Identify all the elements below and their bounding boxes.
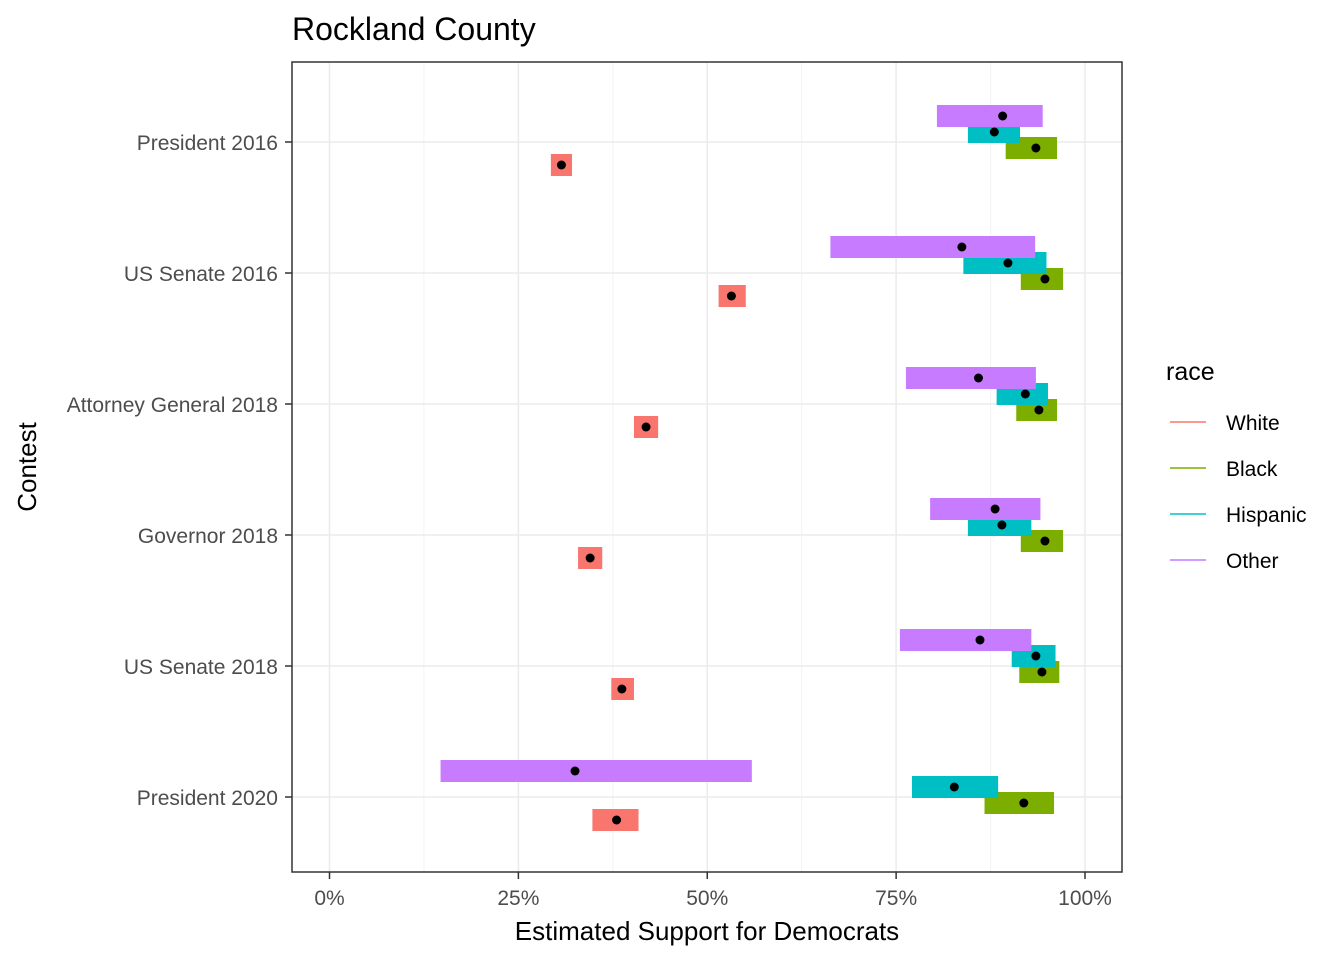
range-bar-black <box>984 792 1055 814</box>
range-bar-other <box>930 498 1041 520</box>
estimate-point-hispanic <box>989 127 999 137</box>
estimate-point-other <box>973 373 983 383</box>
estimate-point-white <box>585 553 595 563</box>
chart-title: Rockland County <box>292 11 536 47</box>
y-tick-label: President 2016 <box>137 132 278 155</box>
estimate-point-other <box>957 242 967 252</box>
range-bar-other <box>905 367 1036 389</box>
estimate-point-hispanic <box>1020 389 1030 399</box>
estimate-point-white <box>617 684 627 694</box>
y-tick-label: Attorney General 2018 <box>67 394 278 417</box>
legend-label-hispanic: Hispanic <box>1226 504 1307 527</box>
x-tick-label: 100% <box>1058 887 1112 910</box>
legend-title: race <box>1166 358 1215 386</box>
range-bar-other <box>830 236 1036 258</box>
x-tick-label: 75% <box>875 887 917 910</box>
estimate-point-black <box>1031 143 1041 153</box>
legend-items: White Black Hispanic Other <box>1170 412 1307 573</box>
estimate-point-white <box>726 291 736 301</box>
estimate-point-other <box>570 766 580 776</box>
estimate-point-hispanic <box>1031 651 1041 661</box>
estimate-point-hispanic <box>949 782 959 792</box>
estimate-point-black <box>1034 405 1044 415</box>
estimate-point-hispanic <box>997 520 1007 530</box>
legend-label-white: White <box>1226 412 1280 435</box>
y-tick-label: President 2020 <box>137 787 278 810</box>
estimate-point-black <box>1040 536 1050 546</box>
x-tick-label: 50% <box>686 887 728 910</box>
data-marks <box>440 105 1064 831</box>
range-bar-other <box>936 105 1043 127</box>
y-tick-label: US Senate 2018 <box>124 656 278 679</box>
range-bar-other <box>899 629 1032 651</box>
estimate-point-black <box>1040 274 1050 284</box>
legend-label-other: Other <box>1226 550 1279 573</box>
estimate-point-other <box>990 504 1000 514</box>
y-tick-label: Governor 2018 <box>138 525 278 548</box>
estimate-point-other <box>975 635 985 645</box>
estimate-point-black <box>1037 667 1047 677</box>
estimate-point-white <box>641 422 651 432</box>
x-axis-title: Estimated Support for Democrats <box>515 916 899 946</box>
y-axis: President 2016 US Senate 2016 Attorney Gen… <box>67 132 292 810</box>
y-axis-title: Contest <box>12 421 42 511</box>
legend-label-black: Black <box>1226 458 1278 481</box>
x-tick-label: 25% <box>497 887 539 910</box>
y-tick-label: US Senate 2016 <box>124 263 278 286</box>
estimate-point-other <box>998 111 1008 121</box>
legend: race White Black Hispanic Other <box>1166 358 1307 573</box>
estimate-point-black <box>1019 798 1029 808</box>
x-axis: 0% 25% 50% 75% 100% <box>314 872 1112 910</box>
x-tick-label: 0% <box>314 887 344 910</box>
grid-lines <box>292 62 1122 872</box>
estimate-point-white <box>612 815 622 825</box>
estimate-point-hispanic <box>1003 258 1013 268</box>
range-bar-other <box>440 760 752 782</box>
estimate-point-white <box>556 160 566 170</box>
